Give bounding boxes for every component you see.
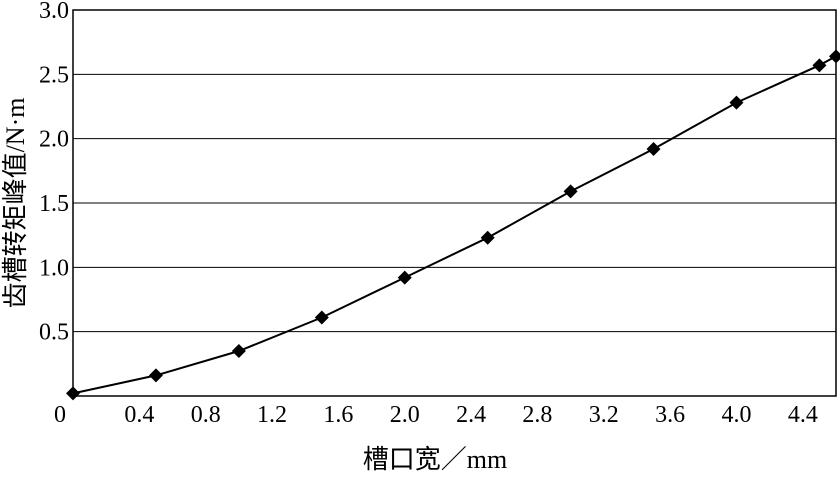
origin-label: 0 [54, 402, 66, 428]
y-tick-label-3: 2.0 [39, 127, 69, 153]
x-tick-label-2: 1.2 [257, 402, 287, 428]
data-point-7 [646, 141, 661, 156]
y-tick-label-4: 2.5 [39, 62, 69, 88]
data-point-3 [314, 310, 329, 325]
x-axis-title: 槽口宽／mm [363, 445, 507, 474]
x-tick-label-1: 0.8 [191, 402, 221, 428]
y-tick-label-5: 3.0 [39, 0, 69, 24]
data-point-8 [729, 95, 744, 110]
series-1 [66, 49, 840, 401]
x-tick-label-6: 2.8 [522, 402, 552, 428]
x-tick-label-3: 1.6 [323, 402, 353, 428]
axes [72, 9, 837, 397]
y-tick-label-1: 1.0 [39, 255, 69, 281]
data-point-4 [397, 270, 412, 285]
data-point-5 [480, 230, 495, 245]
data-point-1 [148, 368, 163, 383]
series-line-0 [72, 55, 837, 395]
data-point-9 [812, 58, 827, 73]
data-point-10 [829, 49, 840, 64]
y-tick-labels: 0.5 1.0 1.5 2.0 2.5 3.0 [39, 0, 69, 346]
plot-frame [72, 9, 837, 397]
x-tick-label-9: 4.0 [721, 402, 751, 428]
x-tick-labels: 0.4 0.8 1.2 1.6 2.0 2.4 2.8 3.2 3.6 4.0 4.4 [124, 402, 817, 428]
y-tick-label-2: 1.5 [39, 191, 69, 217]
x-tick-label-7: 3.2 [589, 402, 619, 428]
data-point-2 [231, 343, 246, 358]
y-axis-title: 齿槽转矩峰值/N·m [1, 98, 30, 309]
grid-lines [73, 73, 836, 333]
data-point-0 [66, 386, 80, 401]
y-tick-label-0: 0.5 [39, 320, 69, 346]
x-tick-label-8: 3.6 [655, 402, 685, 428]
x-tick-label-10: 4.4 [788, 402, 818, 428]
x-tick-label-4: 2.0 [390, 402, 420, 428]
x-tick-label-0: 0.4 [124, 402, 154, 428]
x-tick-label-5: 2.4 [456, 402, 486, 428]
data-point-6 [563, 184, 578, 199]
